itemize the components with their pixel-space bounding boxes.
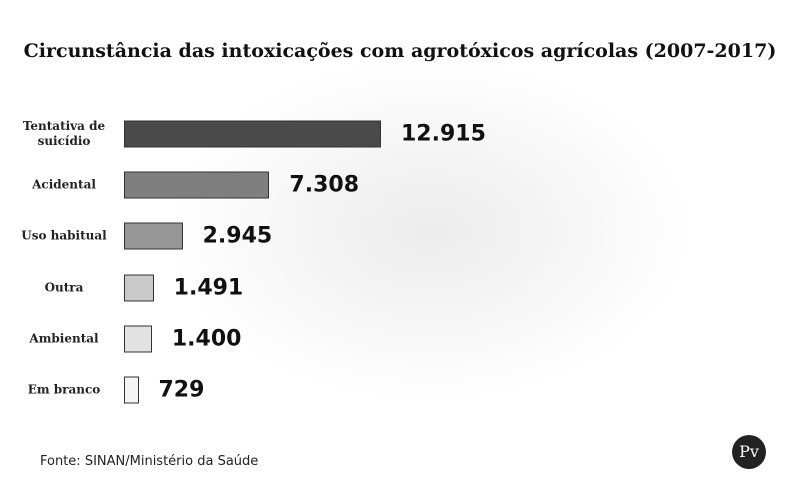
category-label: Ambiental [29, 331, 99, 346]
category-label: Tentativa de suicídio [22, 119, 106, 148]
bar [124, 120, 381, 148]
value-label: 2.945 [202, 223, 273, 249]
bar [124, 222, 183, 250]
category-label: Uso habitual [21, 228, 107, 243]
category-label: Acidental [32, 177, 96, 192]
value-label: 12.915 [401, 121, 486, 147]
category-label: Em branco [27, 382, 101, 397]
bar [124, 325, 152, 353]
value-label: 1.491 [173, 275, 244, 301]
bar [124, 171, 270, 199]
category-label: Outra [44, 280, 84, 295]
source: Fonte: SINAN/Ministério da Saúde [40, 454, 259, 469]
bar [124, 376, 139, 404]
logo: Pv [732, 435, 766, 469]
chart-title: Circunstância das intoxicações com agrot… [23, 40, 777, 62]
value-label: 7.308 [289, 172, 360, 198]
value-label: 729 [158, 377, 205, 403]
bar [124, 274, 154, 302]
value-label: 1.400 [171, 326, 242, 352]
